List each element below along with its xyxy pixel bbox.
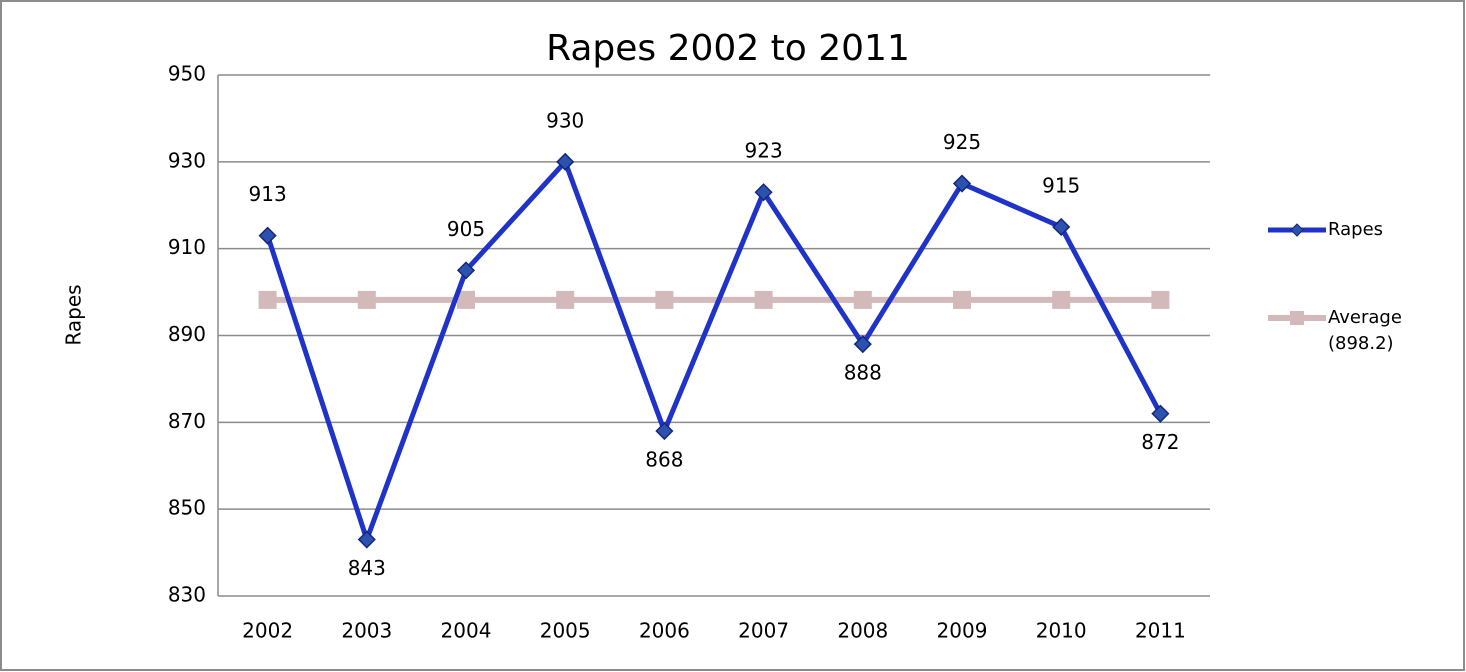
y-tick-label: 950 [168,62,206,86]
data-label: 872 [1141,430,1179,454]
point-marker [357,290,376,309]
x-tick-label: 2008 [837,619,888,643]
legend-label: Average (898.2) [1328,307,1408,354]
y-axis-label: Rapes [62,284,86,345]
x-tick-label: 2011 [1135,619,1186,643]
chart-title: Rapes 2002 to 2011 [546,28,910,69]
x-tick-label: 2009 [937,619,988,643]
x-tick-label: 2003 [341,619,392,643]
point-marker [952,174,972,193]
data-label: 843 [348,556,386,580]
point-marker [1151,290,1170,309]
y-tick-label: 850 [168,496,206,520]
x-tick-label: 2010 [1036,619,1087,643]
legend-marker [1290,223,1304,237]
y-tick-label: 830 [168,583,206,607]
point-marker [258,226,277,245]
point-marker [258,290,277,309]
y-tick-label: 870 [168,409,206,433]
data-label: 925 [943,130,981,154]
y-tick-label: 910 [168,235,206,259]
point-marker [456,261,476,280]
y-tick-label: 890 [168,322,206,346]
point-marker [457,290,475,309]
x-tick-label: 2005 [540,619,591,643]
legend-marker [1290,311,1304,325]
data-label: 905 [447,217,485,241]
data-label: 915 [1042,173,1080,197]
x-tick-label: 2007 [738,619,789,643]
point-marker [853,335,872,354]
point-marker [754,183,773,202]
point-marker [1052,290,1071,309]
data-label: 888 [844,361,882,385]
point-marker [556,152,575,171]
x-tick-label: 2006 [639,619,690,643]
x-tick-label: 2002 [242,619,293,643]
point-marker [357,530,376,549]
data-label: 868 [645,448,683,472]
point-marker [953,290,971,309]
point-marker [655,421,674,441]
x-tick-label: 2004 [441,619,492,643]
point-marker [1151,404,1170,423]
legend-label: Rapes [1328,219,1383,240]
point-marker [853,290,872,309]
point-marker [556,290,575,309]
series-line [265,159,1163,543]
point-marker [655,290,674,309]
data-label: 923 [745,139,783,163]
point-marker [754,290,773,309]
data-label: 930 [546,108,584,132]
y-tick-label: 930 [168,148,206,172]
data-label: 913 [249,182,287,206]
point-marker [1052,217,1071,237]
